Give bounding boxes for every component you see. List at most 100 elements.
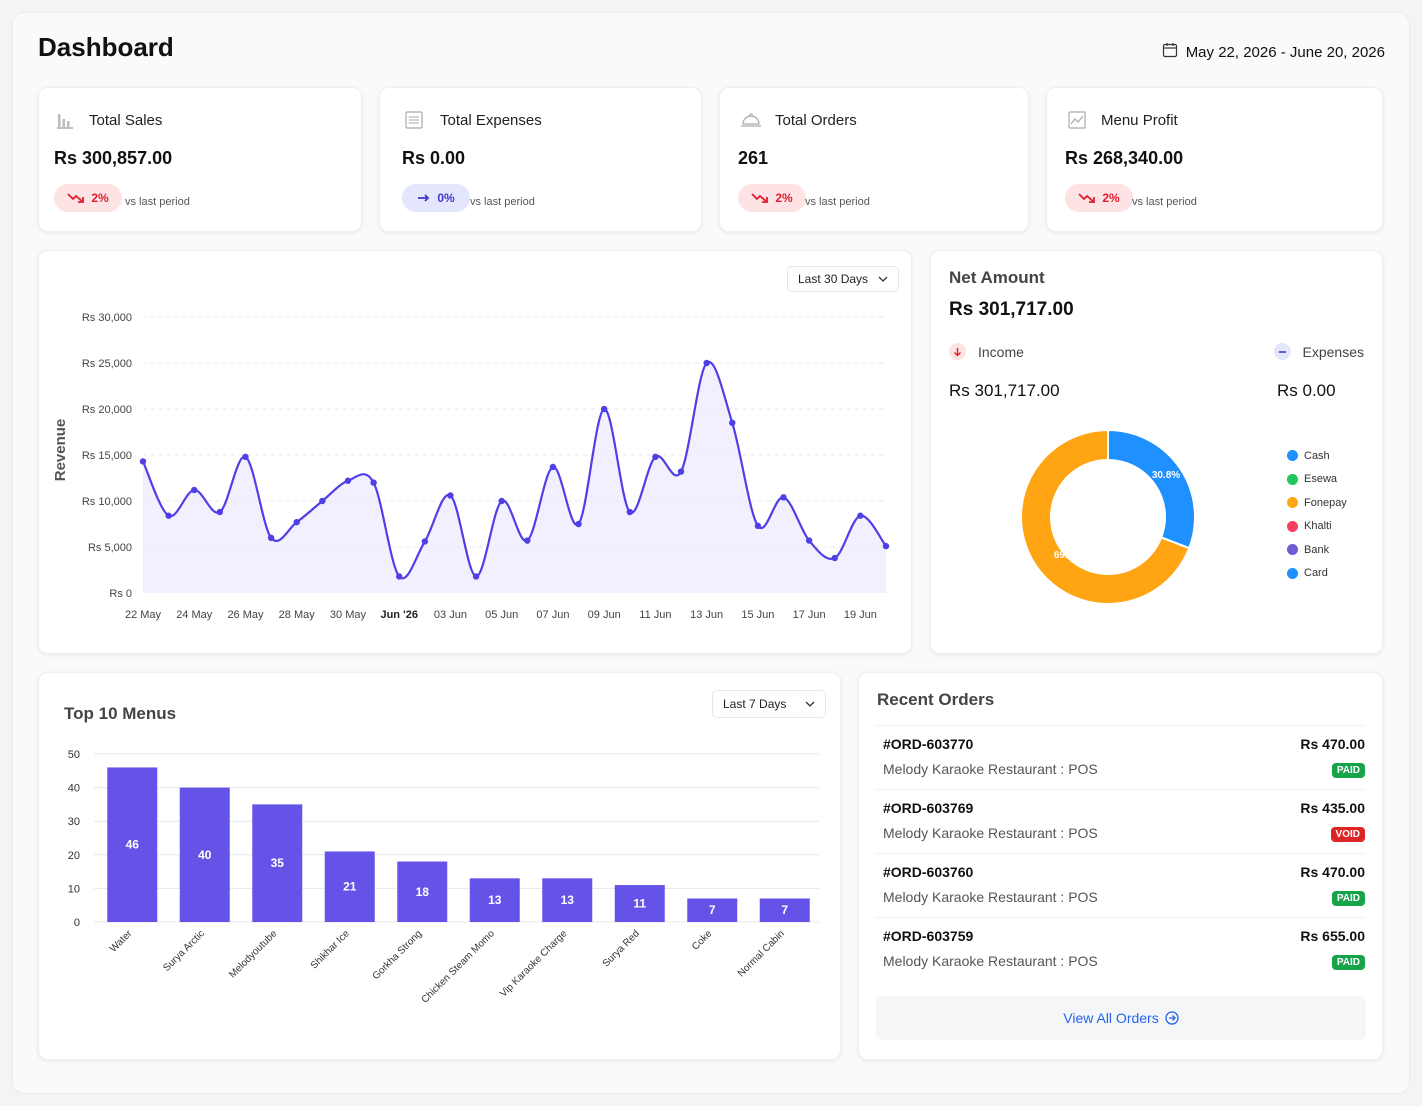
- x-tick-label: 26 May: [227, 609, 264, 621]
- data-point: [344, 477, 352, 484]
- bar-value-label: 7: [709, 903, 716, 917]
- data-point: [882, 542, 890, 550]
- legend-swatch: [1287, 520, 1298, 532]
- order-source: Melody Karaoke Restaurant : POS: [883, 889, 1098, 905]
- legend-item-cash[interactable]: Cash: [1287, 444, 1347, 468]
- stat-label: Total Expenses: [440, 112, 542, 129]
- legend-item-khalti[interactable]: Khalti: [1287, 515, 1347, 539]
- data-point: [780, 494, 787, 501]
- data-point: [703, 359, 710, 367]
- expenses-value: Rs 0.00: [1277, 381, 1336, 400]
- legend-item-esewa[interactable]: Esewa: [1287, 468, 1347, 492]
- minus-icon: [1273, 343, 1291, 360]
- net-amount-value: Rs 301,717.00: [949, 299, 1074, 320]
- x-tick-label: 17 Jun: [793, 609, 826, 621]
- revenue-chart: Rs 0 Rs 5,000 Rs 10,000 Rs 15,000 Rs 20,000 R…: [52, 312, 890, 621]
- bar-value-label: 11: [633, 897, 646, 911]
- stat-label: Total Orders: [775, 112, 857, 129]
- data-point: [267, 534, 275, 541]
- x-tick-label: Chicken Steam Momo: [420, 928, 498, 1006]
- data-point: [242, 453, 249, 461]
- trend-down-icon: [751, 193, 769, 203]
- y-tick-label: Rs 10,000: [82, 496, 132, 508]
- order-row[interactable]: #ORD-603759 Melody Karaoke Restaurant : …: [875, 917, 1365, 983]
- data-point: [293, 518, 300, 526]
- y-tick-label: 50: [68, 749, 80, 761]
- data-point: [805, 537, 813, 544]
- legend-item-bank[interactable]: Bank: [1287, 538, 1347, 562]
- bar-value-label: 21: [343, 880, 357, 894]
- bar-value-label: 40: [198, 848, 212, 862]
- menus-range-dropdown[interactable]: Last 7 Days: [712, 690, 826, 718]
- legend-label: Khalti: [1304, 520, 1332, 533]
- page-title: Dashboard: [38, 32, 174, 62]
- x-tick-label: 09 Jun: [588, 609, 621, 621]
- stat-label: Menu Profit: [1101, 112, 1178, 129]
- recent-orders-card: Recent Orders #ORD-603770 Melody Karaoke…: [858, 672, 1383, 1060]
- bar: [397, 861, 448, 922]
- order-id: #ORD-603760: [883, 864, 974, 880]
- income-value: Rs 301,717.00: [949, 381, 1060, 400]
- revenue-area: [143, 361, 886, 593]
- view-all-orders-button[interactable]: View All Orders: [876, 996, 1366, 1040]
- y-tick-label: 0: [74, 917, 80, 929]
- expenses-label-row: Expenses: [1273, 343, 1364, 360]
- order-amount: Rs 470.00: [1300, 864, 1365, 880]
- status-badge: PAID: [1331, 763, 1365, 778]
- data-point: [370, 479, 377, 486]
- donut-slice-fonepay: [1020, 428, 1191, 605]
- legend-item-card[interactable]: Card: [1287, 562, 1347, 586]
- x-tick-label: Gorkha Strong: [371, 928, 425, 982]
- donut-slice-cash: [1107, 428, 1196, 550]
- stat-card-total-sales: Total Sales Rs 300,857.00 2% vs last per…: [38, 87, 362, 232]
- y-tick-label: 40: [68, 783, 80, 795]
- bar-value-label: 13: [561, 893, 575, 907]
- net-amount-title: Net Amount: [949, 268, 1045, 287]
- payment-donut-chart: 30.8% 69.1%: [1020, 428, 1196, 605]
- bar-value-label: 7: [781, 903, 788, 917]
- bar: [687, 898, 738, 922]
- legend-swatch: [1287, 567, 1298, 579]
- x-tick-label: 19 Jun: [844, 609, 877, 621]
- stat-card-menu-profit: Menu Profit Rs 268,340.00 2% vs last per…: [1046, 87, 1383, 232]
- order-amount: Rs 470.00: [1300, 736, 1365, 752]
- y-tick-label: Rs 0: [109, 588, 132, 600]
- legend-swatch: [1287, 497, 1298, 509]
- top-menus-bar-chart: 0 10 20 30 40 50 46 Water 40 Surya Arctic 35 Melody…: [68, 749, 819, 1006]
- bar: [179, 787, 230, 922]
- status-badge: PAID: [1331, 955, 1365, 970]
- payment-legend: Cash Esewa Fonepay Khalti Bank Card: [1287, 444, 1347, 585]
- x-tick-label: 03 Jun: [434, 609, 467, 621]
- data-point: [857, 512, 864, 519]
- arrow-circle-right-icon: [1165, 1011, 1179, 1025]
- data-point: [472, 573, 480, 580]
- revenue-range-dropdown[interactable]: Last 30 Days: [787, 266, 899, 292]
- stat-value: Rs 268,340.00: [1065, 148, 1184, 168]
- legend-item-fonepay[interactable]: Fonepay: [1287, 491, 1347, 515]
- legend-label: Card: [1304, 567, 1328, 580]
- data-point: [626, 508, 633, 516]
- bar: [469, 878, 520, 922]
- order-row[interactable]: #ORD-603770 Melody Karaoke Restaurant : …: [875, 725, 1365, 789]
- bar: [542, 878, 593, 922]
- data-point: [600, 405, 608, 413]
- change-badge: 0%: [402, 184, 470, 212]
- legend-label: Bank: [1304, 543, 1330, 556]
- data-point: [831, 554, 838, 562]
- order-row[interactable]: #ORD-603760 Melody Karaoke Restaurant : …: [875, 853, 1365, 917]
- bar: [759, 898, 810, 922]
- change-badge: 2%: [1065, 184, 1133, 212]
- data-point: [139, 458, 147, 465]
- x-tick-label: Water: [108, 928, 135, 955]
- chevron-down-icon: [805, 701, 815, 707]
- x-tick-label: 11 Jun: [639, 609, 671, 621]
- stat-value: Rs 0.00: [402, 148, 466, 168]
- stat-value: 261: [738, 148, 769, 168]
- stat-card-total-expenses: Total Expenses Rs 0.00 0% vs last period: [379, 87, 702, 232]
- recent-orders-title: Recent Orders: [877, 690, 995, 709]
- order-id: #ORD-603769: [883, 800, 974, 816]
- revenue-y-label: Revenue: [52, 419, 69, 482]
- y-tick-label: Rs 30,000: [82, 312, 132, 324]
- date-range-picker[interactable]: May 22, 2026 - June 20, 2026: [1162, 42, 1385, 62]
- order-row[interactable]: #ORD-603769 Melody Karaoke Restaurant : …: [875, 789, 1365, 853]
